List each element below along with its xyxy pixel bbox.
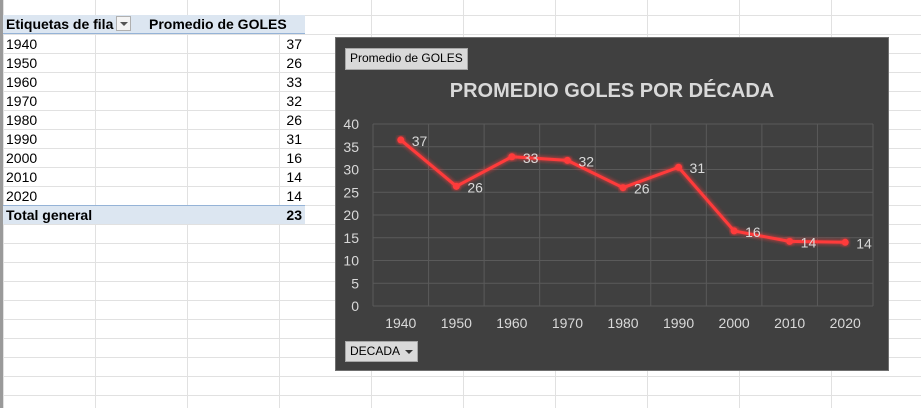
row-label-cell[interactable]: 2020 (6, 187, 38, 204)
data-point[interactable] (563, 156, 571, 164)
x-tick-label: 1990 (663, 315, 694, 331)
y-tick-label: 20 (343, 207, 359, 223)
data-point[interactable] (397, 136, 405, 144)
row-value-cell[interactable]: 33 (286, 73, 302, 90)
data-label: 14 (856, 235, 872, 251)
value-field-button[interactable]: Promedio de GOLES (345, 48, 468, 70)
data-label: 26 (467, 179, 483, 195)
y-tick-label: 15 (343, 230, 359, 246)
pivot-chart[interactable]: Promedio de GOLES PROMEDIO GOLES POR DÉC… (335, 37, 889, 371)
axis-field-button[interactable]: DECADA (345, 341, 419, 362)
row-value-cell[interactable]: 26 (286, 111, 302, 128)
y-tick-label: 10 (343, 253, 359, 269)
data-label: 14 (801, 234, 817, 250)
row-label-cell[interactable]: 2010 (6, 168, 38, 185)
data-label: 16 (745, 224, 761, 240)
row-label-cell[interactable]: 1970 (6, 92, 38, 109)
y-tick-label: 30 (343, 162, 359, 178)
chevron-down-icon (405, 349, 414, 354)
x-tick-label: 2000 (719, 315, 750, 331)
pivot-row: 2020 14 (3, 186, 305, 205)
y-tick-label: 25 (343, 184, 359, 200)
row-header-edge (0, 0, 3, 408)
y-tick-label: 0 (351, 298, 359, 314)
data-label: 37 (412, 133, 428, 149)
pivot-row: 1940 37 (3, 34, 305, 53)
x-tick-label: 1960 (496, 315, 527, 331)
pivot-header-row: Etiquetas de fila Promedio de GOLES (3, 15, 305, 34)
value-field-header[interactable]: Promedio de GOLES (149, 16, 287, 32)
total-value[interactable]: 23 (286, 207, 302, 223)
x-tick-label: 1940 (385, 315, 416, 331)
data-label: 32 (578, 153, 594, 169)
row-labels-header[interactable]: Etiquetas de fila (3, 16, 149, 33)
pivot-row: 1990 31 (3, 129, 305, 148)
row-value-cell[interactable]: 14 (286, 168, 302, 185)
row-label-cell[interactable]: 1990 (6, 130, 38, 147)
row-label-cell[interactable]: 2000 (6, 149, 38, 166)
data-point[interactable] (730, 227, 738, 235)
chart-title[interactable]: PROMEDIO GOLES POR DÉCADA (449, 80, 775, 102)
y-tick-label: 35 (343, 139, 359, 155)
pivot-row: 1970 32 (3, 91, 305, 110)
data-label: 26 (634, 181, 650, 197)
row-value-cell[interactable]: 31 (286, 130, 302, 147)
data-point[interactable] (508, 153, 516, 161)
row-label-cell[interactable]: 1950 (6, 54, 38, 71)
row-value-cell[interactable]: 26 (286, 54, 302, 71)
pivot-row: 2000 16 (3, 148, 305, 167)
row-labels-header-text: Etiquetas de fila (6, 15, 114, 32)
row-label-cell[interactable]: 1960 (6, 73, 38, 90)
data-point[interactable] (452, 182, 460, 190)
axis-field-button-label: DECADA (350, 344, 401, 358)
pivot-row: 2010 14 (3, 167, 305, 186)
data-point[interactable] (619, 184, 627, 192)
y-tick-label: 5 (351, 275, 359, 291)
pivot-total-row: Total general 23 (3, 205, 305, 224)
y-tick-label: 40 (343, 116, 359, 132)
data-point[interactable] (841, 238, 849, 246)
row-label-cell[interactable]: 1980 (6, 111, 38, 128)
row-value-cell[interactable]: 16 (286, 149, 302, 166)
x-tick-label: 1980 (607, 315, 638, 331)
total-label[interactable]: Total general (6, 207, 93, 223)
row-label-cell[interactable]: 1940 (6, 35, 38, 52)
pivot-row: 1980 26 (3, 110, 305, 129)
chart-plot-area[interactable]: 0 5 10 15 20 25 30 35 40 1940 1950 1960 1970 1980 1990… (336, 38, 888, 370)
pivot-table: Etiquetas de fila Promedio de GOLES 1940… (3, 15, 305, 224)
row-value-cell[interactable]: 37 (286, 35, 302, 52)
data-point[interactable] (675, 163, 683, 171)
row-value-cell[interactable]: 32 (286, 92, 302, 109)
row-value-cell[interactable]: 14 (286, 187, 302, 204)
data-label: 31 (690, 160, 706, 176)
pivot-row: 1960 33 (3, 72, 305, 91)
data-point[interactable] (786, 237, 794, 245)
row-labels-filter-button[interactable] (116, 16, 132, 32)
x-tick-label: 2020 (830, 315, 861, 331)
x-tick-label: 1950 (441, 315, 472, 331)
pivot-row: 1950 26 (3, 53, 305, 72)
x-tick-label: 1970 (552, 315, 583, 331)
x-tick-label: 2010 (774, 315, 805, 331)
data-label: 33 (523, 150, 539, 166)
